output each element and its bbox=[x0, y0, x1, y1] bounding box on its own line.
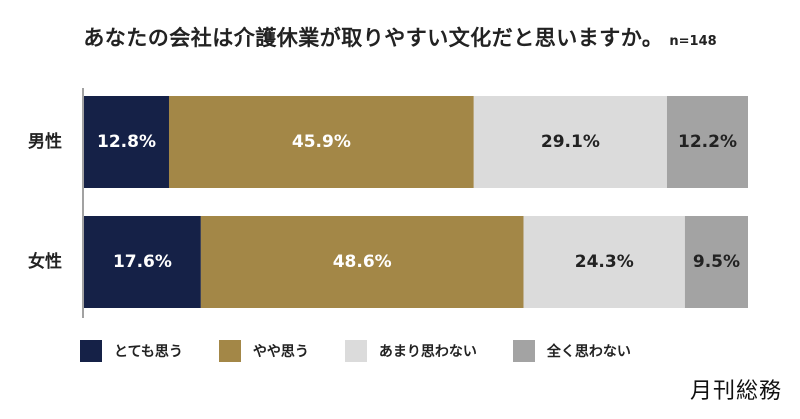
legend-swatch-not-at-all bbox=[512, 340, 535, 362]
legend-swatch-very bbox=[80, 340, 102, 362]
legend-item-not-at-all: 全く思わない bbox=[512, 340, 631, 362]
brand-logo: 月刊総務 bbox=[689, 379, 782, 404]
data-label: 24.3% bbox=[575, 252, 634, 272]
sample-size: n=148 bbox=[669, 34, 717, 49]
legend-label-very: とても思う bbox=[114, 344, 183, 360]
legend-label-not-much: あまり思わない bbox=[378, 344, 477, 360]
data-label: 17.6% bbox=[113, 252, 172, 272]
chart-title-block: あなたの会社は介護休業が取りやすい文化だと思いますか。 n=148 bbox=[0, 22, 800, 52]
bar-segment-not-much bbox=[523, 216, 685, 308]
category-label: 男性 bbox=[28, 131, 62, 152]
data-label: 48.6% bbox=[333, 252, 392, 272]
data-label: 12.8% bbox=[97, 132, 156, 152]
bars-group: 男性 12.8% 45.9% 29.1% 12.2% 女性 17.6% 48.6% 24.3% 9… bbox=[28, 96, 748, 308]
bar-segment-somewhat bbox=[168, 96, 474, 188]
data-label: 12.2% bbox=[678, 132, 737, 152]
category-label: 女性 bbox=[28, 251, 62, 272]
legend: とても思う やや思う あまり思わない 全く思わない bbox=[80, 340, 667, 362]
bar-segment-not-much bbox=[473, 96, 667, 188]
legend-item-very: とても思う bbox=[80, 340, 183, 362]
legend-item-somewhat: やや思う bbox=[218, 340, 309, 362]
data-label: 45.9% bbox=[292, 132, 351, 152]
bar-segment-very bbox=[84, 216, 201, 308]
bar-segment-not-at-all bbox=[684, 216, 748, 308]
legend-label-not-at-all: 全く思わない bbox=[546, 344, 631, 360]
bar-segment-somewhat bbox=[200, 216, 524, 308]
chart-title: あなたの会社は介護休業が取りやすい文化だと思いますか。 bbox=[83, 26, 664, 50]
data-label: 29.1% bbox=[541, 132, 600, 152]
bar-segment-very bbox=[84, 96, 169, 188]
bar-segment-not-at-all bbox=[666, 96, 748, 188]
legend-swatch-not-much bbox=[344, 340, 367, 362]
legend-label-somewhat: やや思う bbox=[252, 344, 309, 360]
legend-item-not-much: あまり思わない bbox=[344, 340, 477, 362]
legend-swatch-somewhat bbox=[218, 340, 241, 362]
data-label: 9.5% bbox=[693, 252, 740, 272]
